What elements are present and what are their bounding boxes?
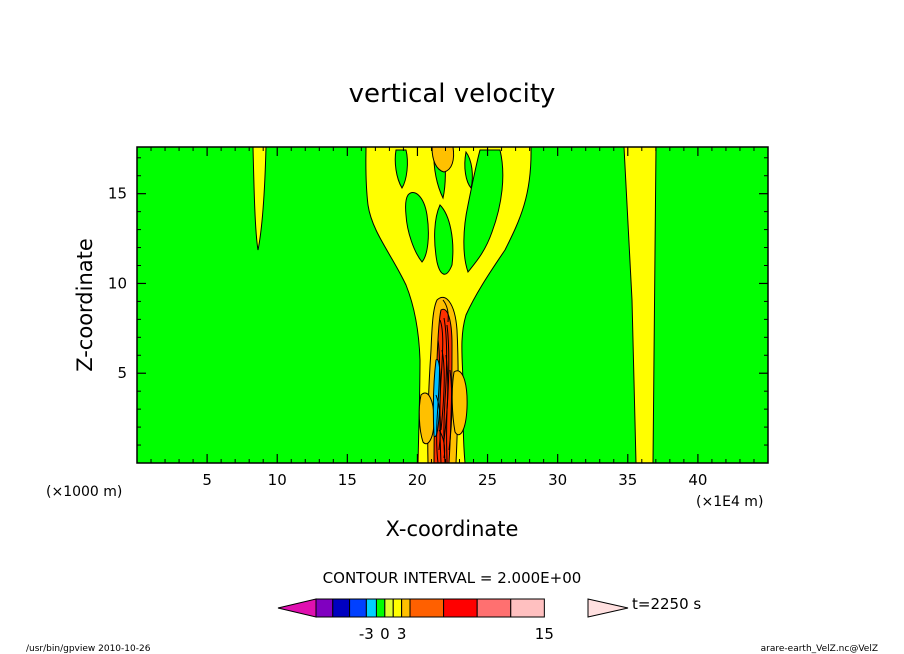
colorbar-segment-6: [392, 598, 403, 618]
x-tick-label-6: 35: [618, 471, 637, 489]
colorbar-segment-0: [315, 598, 334, 618]
orange-lobe-left: [418, 392, 435, 445]
tick-marks: [137, 147, 768, 463]
colorbar-segment-4: [375, 598, 386, 618]
colorbar-segment-1: [332, 598, 351, 618]
colorbar-segment-2: [349, 598, 367, 618]
colorbar-segment-9: [443, 598, 478, 618]
x-tick-label-2: 15: [338, 471, 357, 489]
x-unit-left: (×1000 m): [46, 484, 122, 500]
contour-lines: [435, 299, 453, 464]
x-tick-label-1: 10: [268, 471, 287, 489]
x-tick-label-7: 40: [688, 471, 707, 489]
plot-frame: [136, 146, 769, 464]
colorbar-tick-label-1: 0: [380, 625, 390, 643]
footer-left: /usr/bin/gpview 2010-10-26: [26, 644, 151, 654]
colorbar-tick-label-2: 3: [397, 625, 407, 643]
x-unit-right: (×1E4 m): [696, 494, 763, 510]
colorbar-segment-7: [401, 598, 411, 618]
x-tick-label-0: 5: [202, 471, 212, 489]
orange-region-top: [431, 146, 455, 173]
y-tick-label-0: 5: [117, 364, 127, 382]
colorbar-max-triangle: [587, 598, 629, 618]
green-pocket-1: [394, 149, 408, 189]
x-tick-label-5: 30: [548, 471, 567, 489]
chart-title: vertical velocity: [349, 79, 556, 109]
x-tick-label-3: 20: [408, 471, 427, 489]
colorbar-segment-3: [365, 598, 377, 618]
green-pocket-6: [434, 204, 454, 275]
updraft-region-left: [252, 146, 267, 251]
time-label: t=2250 s: [632, 595, 701, 613]
green-pocket-5: [463, 149, 504, 274]
x-tick-label-4: 25: [478, 471, 497, 489]
colorbar-segment-8: [409, 598, 445, 618]
colorbar-segment-10: [476, 598, 512, 618]
colorbar-min-triangle: [277, 598, 317, 618]
colorbar-tick-label-3: 15: [535, 625, 554, 643]
y-tick-label-2: 15: [108, 185, 127, 203]
colorbar-segment-5: [384, 598, 394, 618]
orange-lobe-right: [451, 370, 468, 436]
colorbar-segment-11: [510, 598, 545, 618]
green-pocket-2: [405, 192, 429, 263]
contour-interval-label: CONTOUR INTERVAL = 2.000E+00: [323, 569, 582, 587]
x-axis-label: X-coordinate: [386, 517, 519, 541]
colorbar: [277, 598, 629, 618]
colorbar-tick-label-0: -3: [359, 625, 374, 643]
plot-area: [136, 146, 769, 464]
y-tick-label-1: 10: [108, 274, 127, 292]
y-axis-label: Z-coordinate: [73, 238, 97, 372]
footer-right: arare-earth_VelZ.nc@VelZ: [761, 644, 878, 654]
